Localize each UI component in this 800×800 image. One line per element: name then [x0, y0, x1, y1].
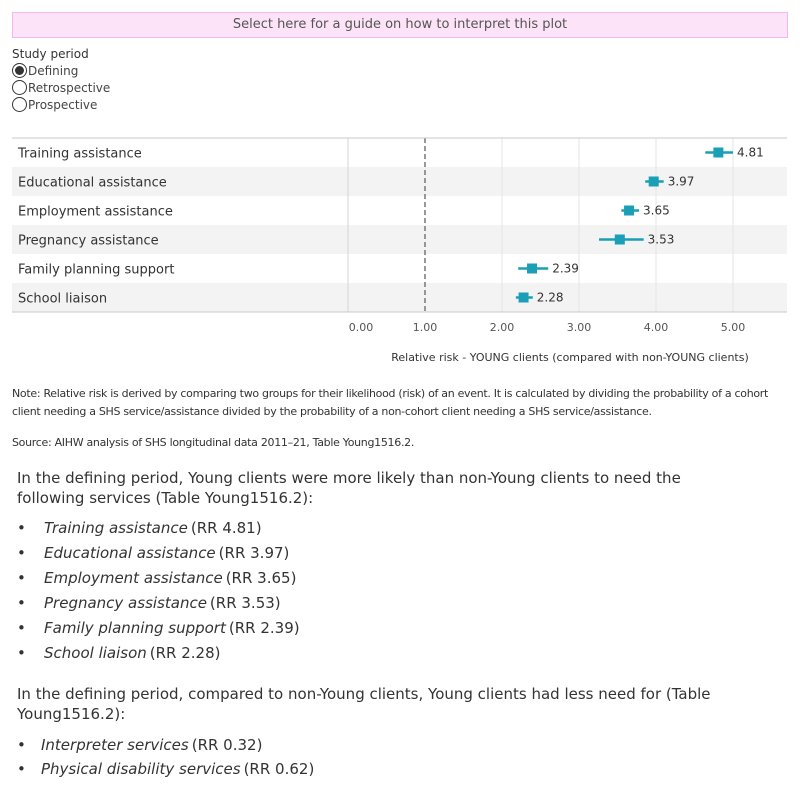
service-name: Employment assistance [44, 569, 223, 587]
radio-prospective[interactable]: Prospective [12, 96, 110, 113]
paragraph-more-likely: In the defining period, Young clients we… [17, 469, 681, 507]
data-label: 4.81 [737, 146, 764, 160]
x-tick-label: 5.00 [721, 321, 746, 334]
radio-label: Prospective [28, 97, 98, 112]
note-text: Note: Relative risk is derived by compar… [12, 387, 769, 418]
point-marker [614, 234, 625, 245]
rr-value: (RR 2.28) [149, 644, 221, 662]
point-marker [713, 147, 724, 158]
list-item: • Employment assistance (RR 3.65) [17, 569, 296, 587]
source-text: Source: AIHW analysis of SHS longitudina… [12, 436, 415, 449]
radio-label: Retrospective [28, 80, 111, 95]
category-label: Family planning support [18, 263, 174, 278]
bullet: • [17, 569, 26, 587]
category-label: Pregnancy assistance [18, 234, 159, 249]
category-label: School liaison [18, 292, 107, 307]
service-name: Training assistance [44, 519, 188, 537]
list-item: • Educational assistance (RR 3.97) [17, 544, 289, 562]
x-tick-label: 0.00 [349, 321, 374, 334]
bullet: • [17, 519, 26, 537]
rr-value: (RR 4.81) [190, 519, 262, 537]
study-period-filter: Study period Defining Retrospective Pros… [12, 47, 110, 113]
list-item: • Physical disability services (RR 0.62) [17, 760, 314, 778]
list-item: • School liaison (RR 2.28) [17, 644, 220, 662]
point-marker [527, 263, 538, 274]
service-name: Pregnancy assistance [44, 594, 207, 612]
list-item: • Pregnancy assistance (RR 3.53) [17, 594, 281, 612]
interpretation-guide-button[interactable]: Select here for a guide on how to interp… [12, 12, 788, 38]
radio-label: Defining [28, 63, 79, 78]
bullet: • [17, 544, 26, 562]
bullet: • [17, 736, 26, 754]
bullet: • [17, 760, 26, 778]
category-label: Educational assistance [18, 176, 167, 191]
rr-value: (RR 0.62) [243, 760, 315, 778]
study-period-label: Study period [12, 47, 89, 61]
x-axis-title: Relative risk - YOUNG clients (compared … [391, 351, 749, 364]
radio-selected-icon [12, 63, 27, 78]
x-tick-label: 4.00 [644, 321, 669, 334]
radio-defining[interactable]: Defining [12, 62, 110, 79]
data-label: 2.28 [537, 291, 564, 305]
x-tick-label: 2.00 [490, 321, 515, 334]
rr-value: (RR 3.53) [209, 594, 281, 612]
x-tick-label: 3.00 [567, 321, 592, 334]
forest-plot: Training assistance 4.81 Educational assis… [12, 137, 787, 364]
bullet: • [17, 594, 26, 612]
point-marker [624, 205, 635, 216]
service-name: Physical disability services [41, 760, 241, 778]
paragraph-less-need: In the defining period, compared to non-… [17, 685, 711, 723]
data-label: 3.97 [668, 175, 695, 189]
service-name: Family planning support [44, 619, 226, 637]
rr-value: (RR 3.97) [218, 544, 290, 562]
radio-empty-icon [12, 97, 27, 112]
data-label: 2.39 [552, 262, 579, 276]
radio-retrospective[interactable]: Retrospective [12, 79, 110, 96]
service-name: School liaison [44, 644, 147, 662]
row-band [12, 225, 787, 254]
rr-value: (RR 2.39) [228, 619, 300, 637]
point-marker [648, 176, 659, 187]
row-band [12, 283, 787, 312]
rr-value: (RR 0.32) [191, 736, 263, 754]
category-label: Employment assistance [18, 205, 173, 220]
list-item: • Family planning support (RR 2.39) [17, 619, 300, 637]
data-label: 3.53 [648, 233, 675, 247]
radio-empty-icon [12, 80, 27, 95]
point-marker [518, 292, 529, 303]
service-name: Interpreter services [41, 736, 189, 754]
data-label: 3.65 [643, 204, 670, 218]
rr-value: (RR 3.65) [225, 569, 297, 587]
service-name: Educational assistance [44, 544, 216, 562]
bullet: • [17, 619, 26, 637]
list-item: • Interpreter services (RR 0.32) [17, 736, 262, 754]
list-item: • Training assistance (RR 4.81) [17, 519, 262, 537]
x-tick-label: 1.00 [413, 321, 438, 334]
category-label: Training assistance [17, 147, 142, 162]
bullet: • [17, 644, 26, 662]
